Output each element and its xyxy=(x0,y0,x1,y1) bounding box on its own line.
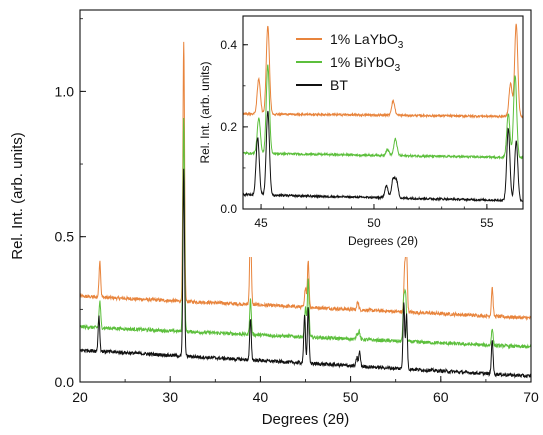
inset-axes-frame xyxy=(242,15,524,210)
inset-y-tick-label: 0.0 xyxy=(220,202,237,216)
main-y-tick-label: 0.5 xyxy=(55,229,75,245)
inset-x-axis-label: Degrees (2θ) xyxy=(348,234,418,248)
main-x-tick-label: 60 xyxy=(433,389,449,405)
main-series-1-biybo3 xyxy=(79,117,532,350)
main-x-tick-label: 40 xyxy=(253,389,269,405)
main-x-tick-label: 20 xyxy=(72,389,88,405)
inset-y-tick-label: 0.2 xyxy=(220,120,237,134)
main-series-bt xyxy=(79,168,532,379)
main-y-tick-label: 0.0 xyxy=(55,374,75,390)
main-x-tick-label: 30 xyxy=(162,389,178,405)
inset-x-tick-label: 50 xyxy=(367,216,381,230)
legend-label: 1% LaYbO3 xyxy=(330,31,404,51)
inset-background xyxy=(198,12,526,257)
main-y-axis-label: Rel. Int. (arb. units) xyxy=(9,132,26,260)
inset-x-tick-label: 45 xyxy=(254,216,268,230)
main-plot: 20 30 40 50 60 70 0.0 0.5 1.0 Degrees (2θ) Rel. In… xyxy=(9,9,539,428)
inset-plot: 45 50 55 0.0 0.2 0.4 Degrees (2θ) Rel. Int. (ar… xyxy=(198,12,526,257)
inset-legend: 1% LaYbO3 1% BiYbO3 BT xyxy=(296,31,404,93)
inset-series-1-laybo3 xyxy=(242,23,524,119)
legend-label: BT xyxy=(330,77,348,93)
main-y-tick-label: 1.0 xyxy=(55,83,75,99)
inset-x-tick-label: 55 xyxy=(480,216,494,230)
inset-y-tick-label: 0.4 xyxy=(220,38,237,52)
main-x-tick-label: 50 xyxy=(343,389,359,405)
main-x-tick-label: 70 xyxy=(523,389,539,405)
inset-y-axis-label: Rel. Int. (arb. units) xyxy=(198,61,212,163)
main-x-axis-label: Degrees (2θ) xyxy=(262,411,350,428)
inset-series-1-biybo3 xyxy=(242,64,524,161)
inset-series-bt xyxy=(242,110,524,203)
main-series-1-laybo3 xyxy=(79,41,532,321)
legend-label: 1% BiYbO3 xyxy=(330,54,401,74)
